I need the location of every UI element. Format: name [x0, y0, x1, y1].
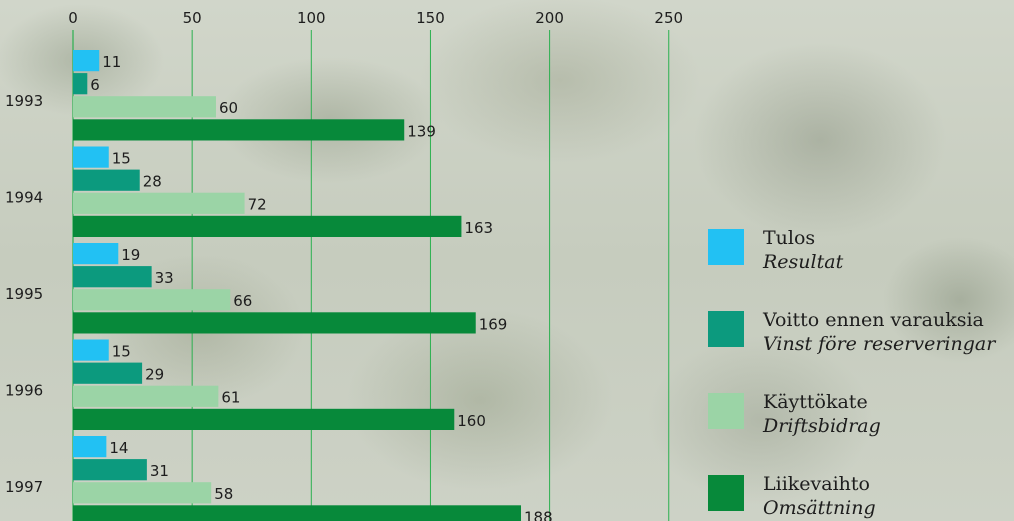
value-label-1997-series-2: 58 [214, 485, 233, 503]
legend-label-0: Tulos [763, 227, 815, 249]
bars [73, 50, 522, 521]
legend-swatch-2 [708, 393, 744, 429]
bar-1993-series-1 [73, 73, 88, 95]
x-tick-label-100: 100 [297, 9, 326, 27]
value-label-1996-series-0: 15 [112, 343, 131, 361]
x-tick-label-0: 0 [68, 9, 78, 27]
bar-1996-series-1 [73, 362, 143, 384]
bar-1996-series-2 [73, 385, 219, 407]
x-tick-label-150: 150 [416, 9, 445, 27]
legend-label-3: Liikevaihto [763, 473, 870, 495]
legend-label-sv-2: Driftsbidrag [762, 415, 881, 437]
bar-1993-series-3 [73, 119, 405, 141]
x-tick-label-200: 200 [535, 9, 564, 27]
value-label-1995-series-0: 19 [121, 246, 140, 264]
value-label-1993-series-1: 6 [90, 76, 100, 94]
bar-1994-series-0 [73, 146, 109, 168]
value-label-1993-series-2: 60 [219, 99, 238, 117]
value-label-1996-series-3: 160 [457, 412, 486, 430]
legend-swatch-3 [708, 475, 744, 511]
category-label-1996: 1996 [5, 382, 43, 400]
value-label-1995-series-2: 66 [233, 292, 252, 310]
category-label-1994: 1994 [5, 189, 43, 207]
bar-1994-series-2 [73, 192, 245, 214]
value-label-1994-series-2: 72 [248, 196, 267, 214]
value-label-1996-series-1: 29 [145, 366, 164, 384]
bar-1995-series-1 [73, 266, 152, 288]
value-label-1997-series-1: 31 [150, 462, 169, 480]
category-label-1993: 1993 [5, 92, 43, 110]
bar-1993-series-2 [73, 96, 216, 118]
value-label-1994-series-0: 15 [112, 150, 131, 168]
y-axis-categories: 1993 1994 1995 1996 1997 [5, 92, 43, 496]
category-label-1995: 1995 [5, 285, 43, 303]
bar-1994-series-1 [73, 169, 140, 191]
x-tick-label-50: 50 [183, 9, 202, 27]
bar-1995-series-2 [73, 289, 231, 311]
x-axis-ticks: 0 50 100 150 200 250 [68, 9, 683, 27]
value-label-1994-series-1: 28 [143, 173, 162, 191]
value-label-1994-series-3: 163 [464, 219, 493, 237]
value-labels: 116 60 139 15 28 72 163 19 33 66 169 15 29 61 160 14 31 5… [90, 53, 552, 521]
category-label-1997: 1997 [5, 478, 43, 496]
bar-1996-series-3 [73, 408, 455, 430]
bar-1997-series-2 [73, 482, 212, 504]
bar-1997-series-0 [73, 436, 107, 458]
legend-label-sv-0: Resultat [762, 251, 844, 273]
bar-1994-series-3 [73, 215, 462, 237]
value-label-1997-series-0: 14 [109, 439, 128, 457]
bar-1996-series-0 [73, 339, 109, 361]
value-label-1995-series-3: 169 [479, 315, 508, 333]
legend-label-sv-1: Vinst före reserveringar [763, 333, 997, 355]
legend-label-sv-3: Omsättning [763, 497, 876, 519]
value-label-1996-series-2: 61 [221, 389, 240, 407]
legend-swatch-1 [708, 311, 744, 347]
value-label-1993-series-0: 11 [102, 53, 121, 71]
bar-1997-series-3 [73, 505, 522, 521]
legend-label-1: Voitto ennen varauksia [762, 309, 984, 331]
value-label-1995-series-1: 33 [155, 269, 174, 287]
value-label-1993-series-3: 139 [407, 122, 436, 140]
legend-label-2: Käyttökate [763, 391, 868, 413]
legend-swatch-0 [708, 229, 744, 265]
bar-1995-series-3 [73, 312, 476, 334]
bar-1997-series-1 [73, 459, 147, 481]
bar-1993-series-0 [73, 50, 100, 72]
value-label-1997-series-3: 188 [524, 508, 553, 521]
x-tick-label-250: 250 [654, 9, 683, 27]
bar-1995-series-0 [73, 243, 119, 265]
